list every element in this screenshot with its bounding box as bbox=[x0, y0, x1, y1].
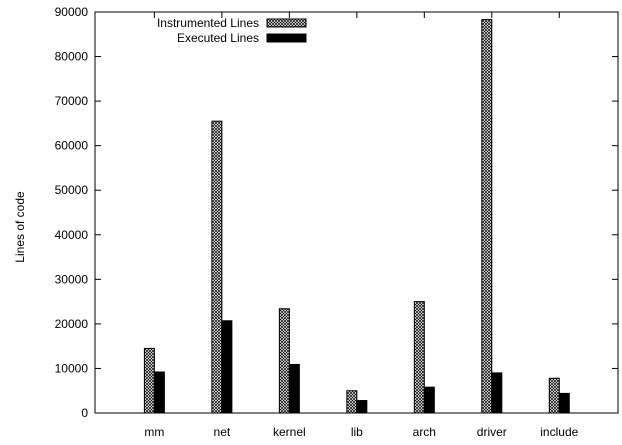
y-tick-label: 80000 bbox=[55, 50, 89, 64]
x-tick-label: kernel bbox=[273, 425, 306, 439]
bar-executed-arch bbox=[423, 386, 435, 414]
y-tick-label: 10000 bbox=[55, 361, 89, 375]
y-axis-title: Lines of code bbox=[13, 191, 27, 263]
y-tick-label: 90000 bbox=[55, 5, 89, 19]
bar-executed-kernel bbox=[288, 363, 300, 414]
bar-instrumented-include bbox=[548, 377, 560, 414]
y-tick-label: 0 bbox=[81, 406, 88, 420]
bar-instrumented-kernel bbox=[278, 308, 290, 414]
x-tick-label: arch bbox=[413, 425, 436, 439]
bar-executed-lib bbox=[356, 400, 368, 414]
legend-swatch bbox=[266, 33, 307, 43]
bar-instrumented-lib bbox=[346, 390, 358, 414]
bar-instrumented-mm bbox=[143, 347, 155, 414]
bar-executed-net bbox=[221, 320, 233, 414]
y-tick-label: 20000 bbox=[55, 317, 89, 331]
x-tick-label: mm bbox=[144, 425, 164, 439]
bar-instrumented-arch bbox=[413, 301, 425, 414]
bar-instrumented-net bbox=[211, 120, 223, 414]
legend-swatch bbox=[266, 18, 307, 28]
x-tick-label: include bbox=[540, 425, 578, 439]
legend-label: Instrumented Lines bbox=[157, 16, 259, 30]
bar-executed-driver bbox=[491, 372, 503, 414]
y-tick-label: 50000 bbox=[55, 183, 89, 197]
y-tick-label: 30000 bbox=[55, 272, 89, 286]
bar-executed-mm bbox=[153, 371, 165, 414]
plot-frame bbox=[94, 11, 619, 414]
legend-label: Executed Lines bbox=[177, 31, 259, 45]
x-tick-label: net bbox=[214, 425, 231, 439]
bar-executed-include bbox=[558, 392, 570, 414]
y-tick-label: 40000 bbox=[55, 228, 89, 242]
x-tick-label: driver bbox=[477, 425, 507, 439]
y-tick-label: 60000 bbox=[55, 139, 89, 153]
y-tick-label: 70000 bbox=[55, 94, 89, 108]
x-tick-label: lib bbox=[351, 425, 363, 439]
bar-instrumented-driver bbox=[481, 19, 493, 414]
